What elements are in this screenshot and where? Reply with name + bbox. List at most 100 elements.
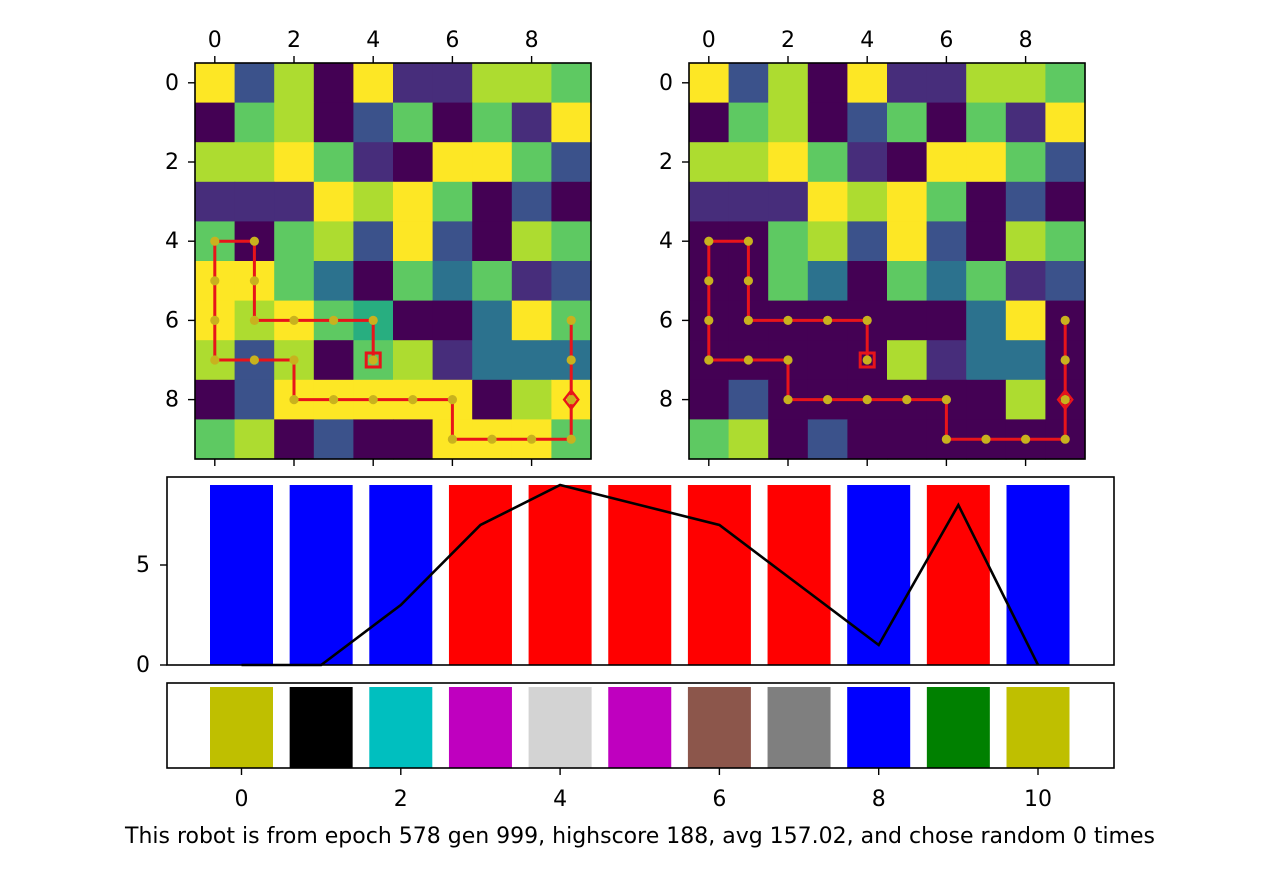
right-cell-r4-c6	[926, 221, 967, 262]
action-bar-4	[528, 485, 592, 665]
right-cell-r2-c9	[1045, 142, 1086, 183]
right-cell-r9-c3	[807, 419, 848, 460]
right-cell-r2-c1	[728, 142, 769, 183]
right-cell-r0-c9	[1045, 63, 1086, 104]
left-cell-r7-c7	[472, 340, 513, 381]
left-path-point-21	[566, 434, 576, 444]
left-cell-r3-c9	[551, 181, 592, 222]
left-ytick-label-0: 0	[165, 71, 179, 96]
right-xtick-label-0: 0	[702, 28, 716, 53]
right-path-point-12	[783, 355, 793, 365]
right-cell-r5-c9	[1045, 261, 1086, 302]
left-cell-r4-c7	[472, 221, 513, 262]
left-cell-r1-c3	[313, 102, 354, 143]
left-path-point-9	[210, 315, 220, 325]
left-cell-r4-c6	[432, 221, 473, 262]
right-path-point-0	[862, 355, 872, 365]
right-cell-r7-c6	[926, 340, 967, 381]
color-xtick-label-2: 2	[394, 787, 408, 812]
right-cell-r4-c2	[768, 221, 809, 262]
left-cell-r5-c6	[432, 261, 473, 302]
left-cell-r7-c8	[511, 340, 552, 381]
right-path-point-20	[1021, 434, 1031, 444]
left-cell-r6-c6	[432, 300, 473, 341]
right-path-point-17	[941, 395, 952, 405]
left-cell-r1-c0	[195, 102, 236, 143]
left-cell-r0-c6	[432, 63, 473, 104]
left-cell-r9-c5	[393, 419, 434, 460]
right-cell-r0-c4	[847, 63, 888, 104]
right-cell-r0-c7	[966, 63, 1007, 104]
right-path-point-22	[1060, 395, 1070, 405]
left-cell-r3-c2	[274, 181, 315, 222]
right-cell-r1-c4	[847, 102, 888, 143]
left-path-point-22	[566, 395, 576, 405]
right-xtick-label-2: 2	[781, 28, 795, 53]
left-ytick-label-2: 2	[165, 150, 179, 175]
right-ytick-label-4: 4	[659, 229, 673, 254]
right-cell-r9-c4	[847, 419, 888, 460]
left-cell-r3-c6	[432, 181, 473, 222]
left-cell-r0-c4	[353, 63, 394, 104]
left-cell-r5-c7	[472, 261, 513, 302]
right-cell-r5-c8	[1005, 261, 1046, 302]
action-ytick-label-5: 5	[136, 553, 150, 578]
action-bar-3	[448, 485, 512, 665]
right-cell-r7-c8	[1005, 340, 1046, 381]
left-cell-r1-c8	[511, 102, 552, 143]
right-cell-r5-c7	[966, 261, 1007, 302]
right-cell-r0-c1	[728, 63, 769, 104]
right-ytick-label-6: 6	[659, 308, 673, 333]
left-cell-r1-c4	[353, 102, 394, 143]
right-path-point-5	[743, 276, 754, 286]
right-cell-r5-c3	[807, 261, 848, 302]
left-ytick-label-4: 4	[165, 229, 179, 254]
right-cell-r1-c0	[689, 102, 730, 143]
right-cell-r1-c3	[807, 102, 848, 143]
right-cell-r2-c3	[807, 142, 848, 183]
right-cell-r6-c8	[1005, 300, 1046, 341]
right-xtick-label-4: 4	[860, 28, 874, 53]
left-cell-r4-c3	[313, 221, 354, 262]
right-path-point-19	[981, 434, 991, 444]
right-cell-r3-c3	[807, 181, 848, 222]
left-cell-r3-c1	[234, 181, 275, 222]
right-path-point-9	[704, 315, 714, 325]
right-cell-r0-c0	[689, 63, 730, 104]
left-ytick-label-6: 6	[165, 308, 179, 333]
left-path-point-19	[487, 434, 497, 444]
color-bar-10	[1006, 687, 1070, 768]
right-cell-r4-c9	[1045, 221, 1086, 262]
right-cell-r0-c6	[926, 63, 967, 104]
color-bar-7	[767, 687, 831, 768]
right-cell-r0-c2	[768, 63, 809, 104]
action-bar-1	[289, 485, 353, 665]
left-path-point-12	[289, 355, 299, 365]
left-cell-r4-c2	[274, 221, 315, 262]
color-bar-8	[847, 687, 911, 768]
left-path-point-1	[368, 315, 378, 325]
left-end-marker	[562, 388, 580, 411]
left-cell-r5-c3	[313, 261, 354, 302]
right-path-point-4	[743, 315, 754, 325]
right-path-point-10	[704, 355, 714, 365]
right-cell-r9-c0	[689, 419, 730, 460]
right-path-point-11	[743, 355, 754, 365]
right-cell-r6-c6	[926, 300, 967, 341]
left-path-point-24	[566, 315, 576, 325]
left-cell-r1-c9	[551, 102, 592, 143]
grid-heatmap-left: 0 2 4 6 8 0 2 4 6 8	[165, 28, 592, 466]
left-path-point-7	[210, 236, 220, 246]
left-cell-r0-c9	[551, 63, 592, 104]
left-cell-r6-c7	[472, 300, 513, 341]
color-xtick-label-10: 10	[1024, 787, 1052, 812]
left-cell-r5-c2	[274, 261, 315, 302]
right-cell-r1-c5	[887, 102, 928, 143]
action-bar-9	[926, 485, 990, 665]
action-ytick-label-0: 0	[136, 653, 150, 678]
right-cell-r7-c7	[966, 340, 1007, 381]
left-cell-r3-c7	[472, 181, 513, 222]
right-path-point-23	[1060, 355, 1070, 365]
right-cell-r2-c0	[689, 142, 730, 183]
caption-text: This robot is from epoch 578 gen 999, hi…	[124, 824, 1155, 849]
